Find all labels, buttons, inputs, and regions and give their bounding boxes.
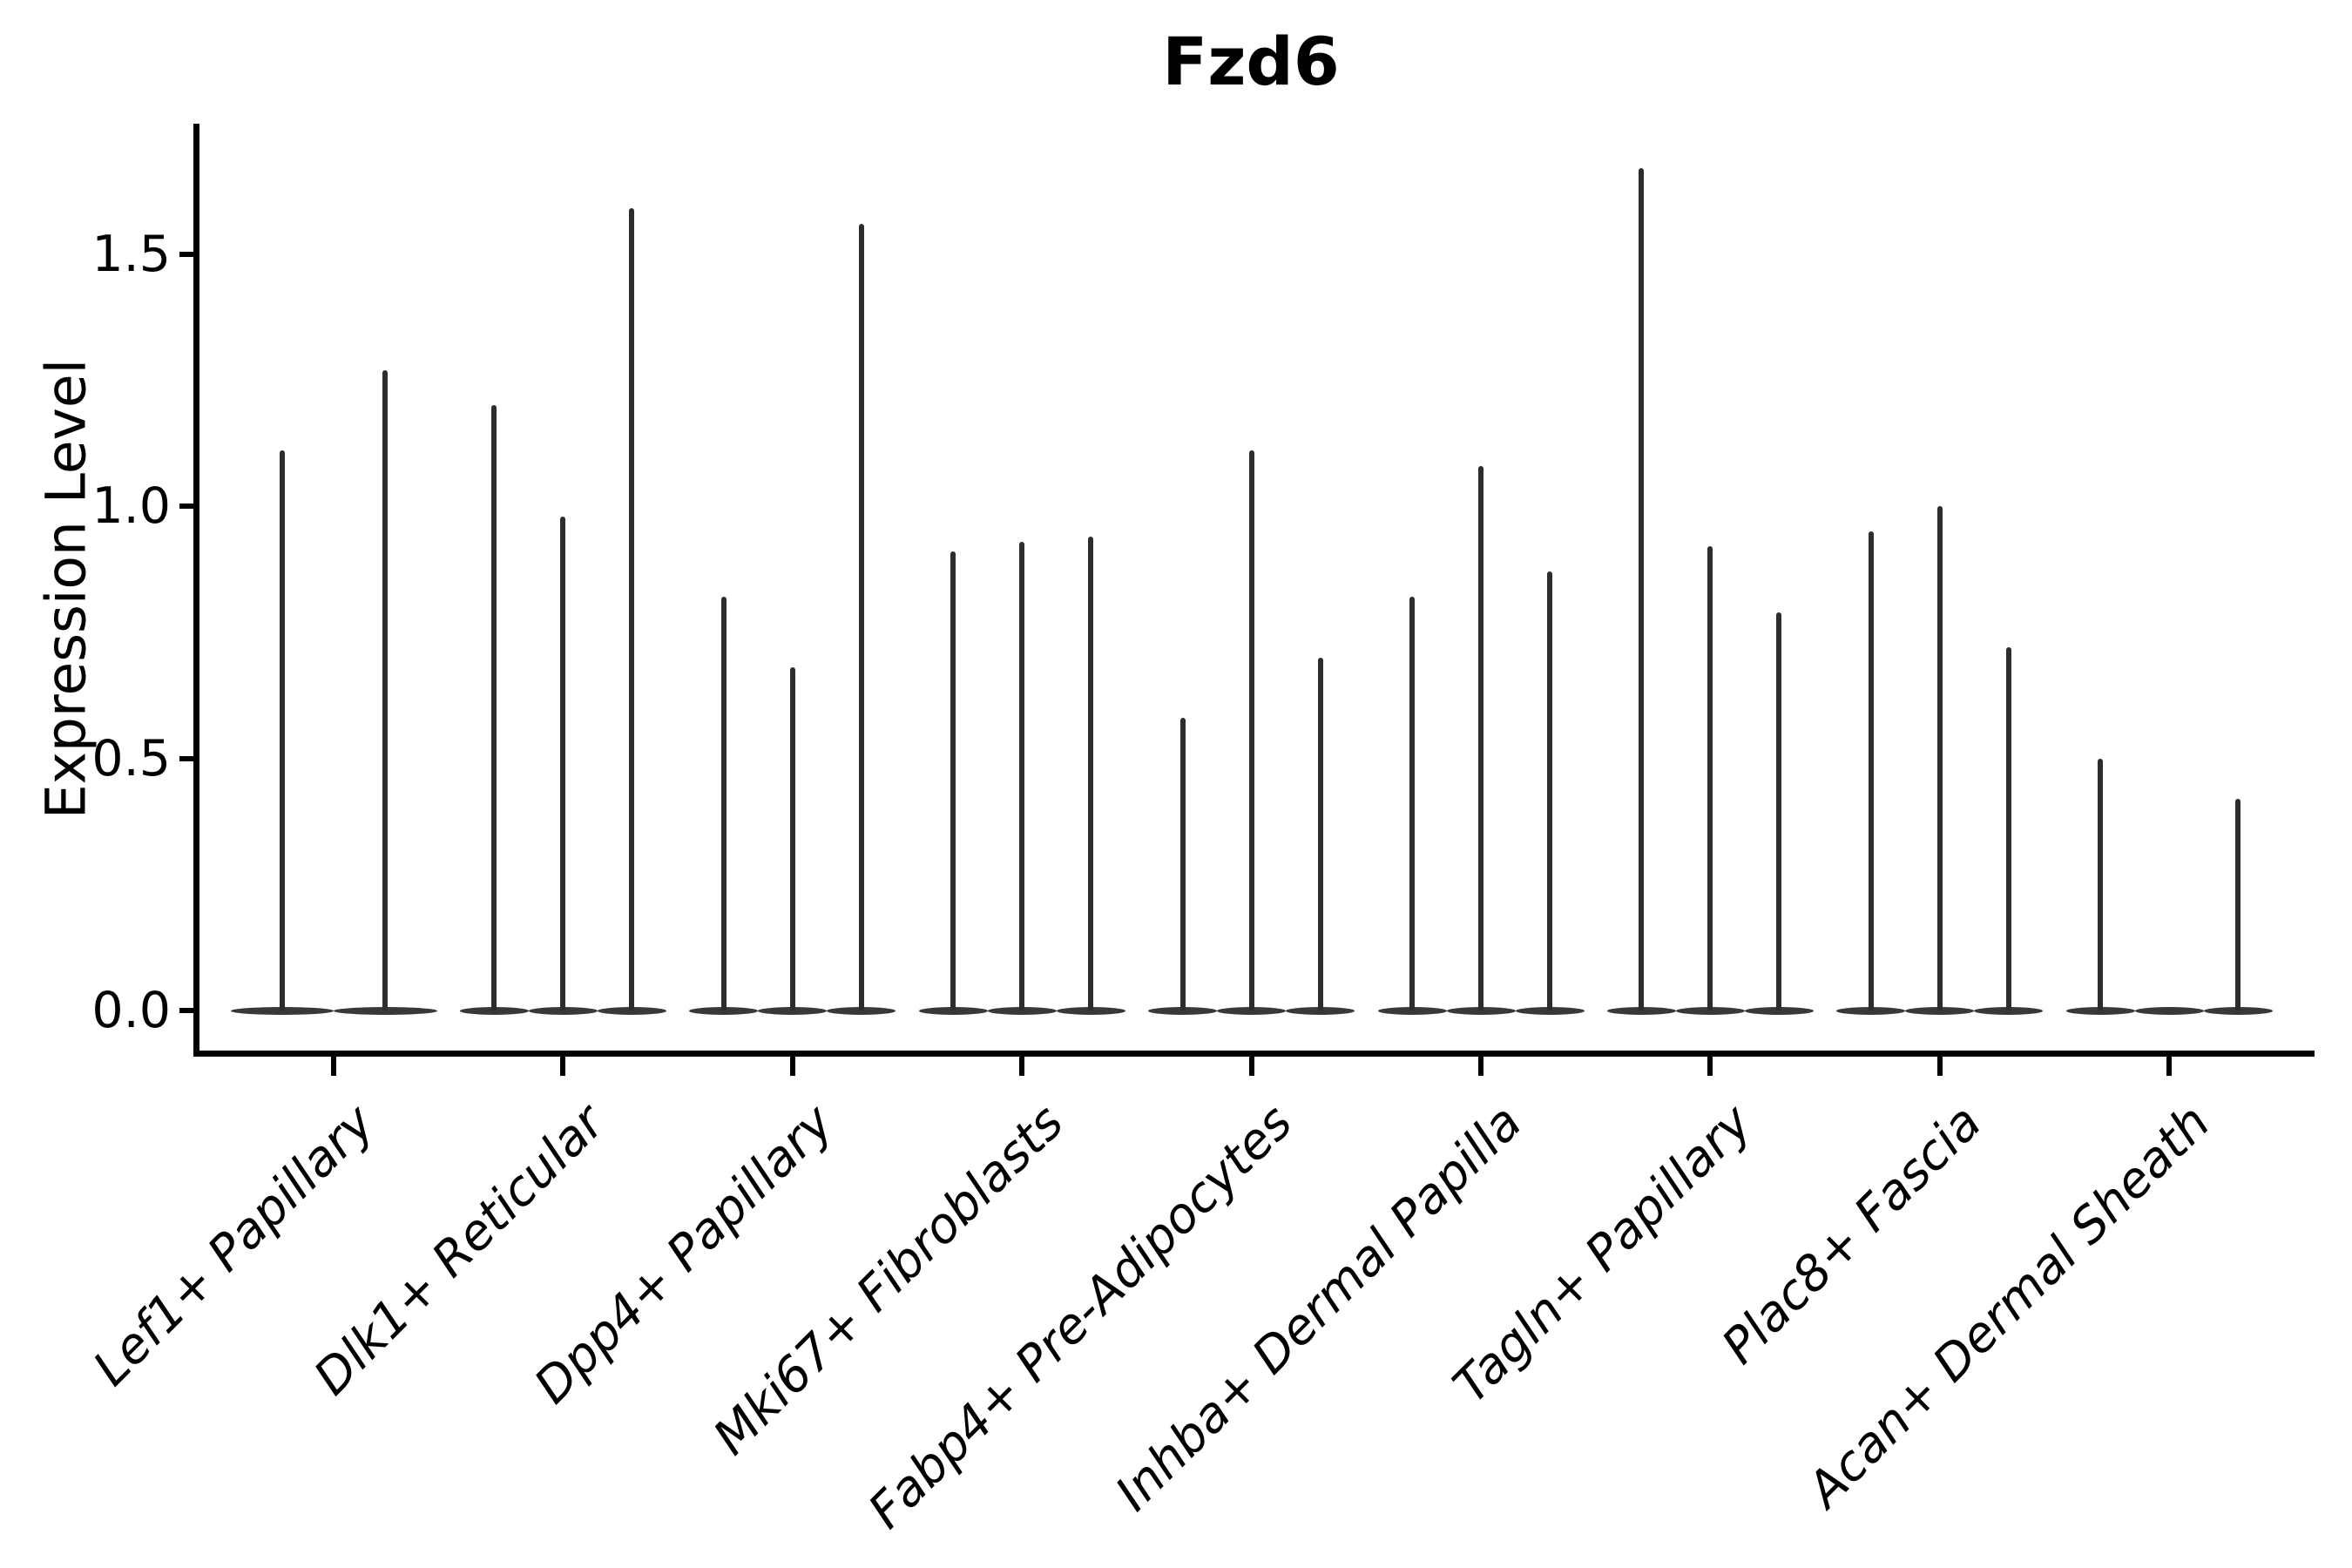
violin-body — [459, 1006, 529, 1015]
violin-spike — [629, 208, 635, 1010]
violin-spike — [1868, 531, 1874, 1010]
violin-spike — [491, 405, 497, 1010]
violin-body — [528, 1006, 598, 1015]
x-axis-label: Fabp4+ Pre-Adipocytes — [858, 1094, 1304, 1540]
violin-body — [1148, 1006, 1218, 1015]
violin-spike — [279, 450, 285, 1010]
y-tick — [179, 755, 193, 761]
x-tick — [2166, 1057, 2173, 1076]
x-tick — [789, 1057, 795, 1076]
y-tick-label: 1.0 — [91, 477, 171, 535]
violin-body — [1905, 1006, 1975, 1015]
violin-body — [597, 1006, 666, 1015]
violin-body — [2203, 1006, 2273, 1015]
violin-body — [758, 1006, 828, 1015]
violin-spike — [2235, 798, 2241, 1010]
violin-body — [1515, 1006, 1585, 1015]
y-tick — [179, 504, 193, 509]
x-axis-label: Acan+ Dermal Sheath — [1797, 1094, 2222, 1518]
violin-body — [2134, 1006, 2204, 1015]
violin-body — [689, 1006, 759, 1015]
violin-spike — [2098, 758, 2104, 1010]
violin-spike — [560, 516, 566, 1010]
violin-spike — [1088, 536, 1094, 1010]
violin-body — [987, 1006, 1057, 1015]
y-axis-spine — [193, 124, 199, 1057]
violin-spike — [1409, 597, 1415, 1010]
violin-body — [1217, 1006, 1287, 1015]
violin-body — [1744, 1006, 1814, 1015]
x-tick — [331, 1057, 336, 1076]
y-tick — [179, 251, 193, 257]
violin-spike — [2005, 647, 2011, 1010]
violin-spike — [1179, 718, 1186, 1010]
y-tick-label: 0.5 — [91, 729, 171, 787]
violin-spike — [1248, 450, 1254, 1010]
violin-spike — [1639, 168, 1645, 1010]
violin-spike — [1478, 465, 1484, 1010]
x-axis-spine — [193, 1051, 2315, 1057]
violin-body — [1836, 1006, 1906, 1015]
x-tick — [1707, 1057, 1713, 1076]
violin-spike — [1936, 506, 1943, 1010]
violin-spike — [789, 667, 795, 1010]
violin-body — [1446, 1006, 1516, 1015]
x-tick — [1019, 1057, 1025, 1076]
x-axis-label: Inhba+ Dermal Papilla — [1105, 1094, 1533, 1523]
violin-spike — [1547, 571, 1552, 1010]
y-tick — [179, 1008, 193, 1013]
x-tick — [1478, 1057, 1484, 1076]
violin-spike — [1776, 612, 1782, 1010]
violin-body — [230, 1006, 334, 1015]
violin-body — [1377, 1006, 1447, 1015]
violin-spike — [720, 597, 727, 1010]
violin-body — [827, 1006, 896, 1015]
violin-spike — [1707, 546, 1713, 1010]
violin-spike — [858, 223, 864, 1010]
violin-body — [1286, 1006, 1355, 1015]
violin-body — [1675, 1006, 1745, 1015]
x-tick — [1936, 1057, 1943, 1076]
x-tick — [1248, 1057, 1254, 1076]
y-tick-label: 0.0 — [91, 982, 171, 1039]
violin-spike — [382, 369, 389, 1010]
violin-body — [1606, 1006, 1676, 1015]
violin-body — [1974, 1006, 2044, 1015]
violin-spike — [1317, 657, 1323, 1010]
violin-spike — [950, 551, 956, 1010]
violin-spike — [1019, 541, 1025, 1010]
violin-body — [2065, 1006, 2135, 1015]
violin-body — [1056, 1006, 1125, 1015]
x-tick — [560, 1057, 566, 1076]
y-tick-label: 1.5 — [91, 225, 171, 283]
violin-body — [918, 1006, 988, 1015]
violin-body — [334, 1006, 437, 1015]
chart-title: Fzd6 — [1162, 23, 1340, 100]
